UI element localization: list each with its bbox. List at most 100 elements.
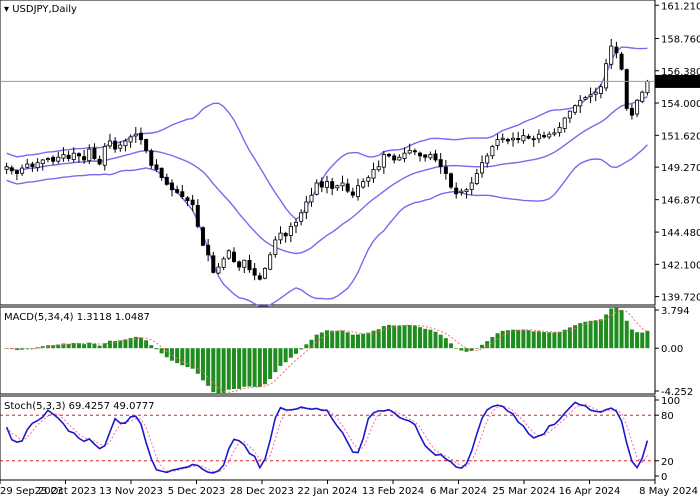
- candle-body: [40, 159, 45, 164]
- candle-body: [9, 167, 14, 172]
- candle-body: [500, 137, 505, 140]
- macd-bar: [490, 336, 495, 349]
- macd-panel-frame: [0, 306, 656, 395]
- macd-bar: [552, 332, 557, 349]
- macd-bar: [330, 330, 335, 349]
- macd-bar: [340, 330, 345, 349]
- macd-bar: [164, 348, 169, 358]
- candle-body: [624, 69, 629, 109]
- macd-panel[interactable]: 3.794 0.00 -4.252 MACD(5,34,4) 1.3118 1.04…: [0, 306, 693, 398]
- macd-bar: [185, 348, 190, 368]
- time-tick-label: 22 Jan 2024: [298, 486, 358, 497]
- price-tick-label: 154.000: [661, 99, 700, 110]
- candle-body: [376, 166, 381, 171]
- macd-bar: [619, 310, 624, 349]
- macd-bar: [138, 337, 143, 349]
- macd-bar: [407, 325, 412, 349]
- time-tick-label: 13 Feb 2024: [362, 486, 424, 497]
- macd-bar: [200, 348, 205, 381]
- candle-body: [397, 156, 402, 161]
- candle-body: [531, 138, 536, 141]
- candle-body: [593, 91, 598, 95]
- macd-bar: [283, 348, 288, 363]
- macd-bar: [449, 343, 454, 349]
- candle-body: [438, 159, 443, 168]
- stoch-tick-label: 0: [661, 472, 667, 483]
- candle-body: [102, 145, 107, 166]
- macd-bar: [206, 348, 211, 386]
- candle-body: [428, 154, 433, 159]
- macd-bar: [381, 326, 386, 349]
- candle-body: [247, 259, 252, 271]
- macd-bar: [82, 344, 87, 349]
- candle-body: [293, 221, 298, 227]
- macd-bar: [402, 325, 407, 349]
- macd-bar: [640, 332, 645, 349]
- macd-bar: [268, 348, 273, 380]
- candle-body: [345, 183, 350, 192]
- candle-body: [262, 267, 267, 279]
- macd-bar: [459, 348, 464, 351]
- candle-body: [324, 181, 329, 188]
- macd-bar: [14, 348, 19, 351]
- candle-body: [340, 182, 345, 187]
- candle-body: [609, 45, 614, 65]
- macd-bar: [226, 348, 231, 390]
- macd-bar: [345, 332, 350, 349]
- macd-bar: [102, 343, 107, 349]
- macd-bar: [505, 330, 510, 349]
- candle-body: [231, 251, 236, 263]
- candle-body: [175, 189, 180, 193]
- macd-bar: [474, 348, 479, 349]
- macd-bar: [397, 325, 402, 349]
- macd-bar: [175, 348, 180, 364]
- candle-body: [480, 162, 485, 174]
- stochastic-panel[interactable]: 100 80 20 0 Stoch(5,3,3) 69.4257 49.0777: [0, 395, 680, 483]
- macd-histogram: [4, 306, 650, 395]
- candle-body: [511, 137, 516, 141]
- candle-body: [299, 212, 304, 222]
- candle-body: [35, 162, 40, 169]
- macd-bar: [392, 325, 397, 349]
- candle-body: [418, 152, 423, 157]
- price-tick-label: 158.760: [661, 34, 700, 45]
- macd-bar: [624, 320, 629, 349]
- price-tick-label: 139.720: [661, 293, 700, 304]
- macd-bar: [629, 329, 634, 349]
- macd-bar: [614, 306, 619, 349]
- macd-bar: [635, 332, 640, 349]
- candle-body: [149, 150, 154, 166]
- candle-body: [278, 232, 283, 241]
- macd-bar: [573, 325, 578, 349]
- candle-body: [195, 205, 200, 227]
- macd-bar: [149, 345, 154, 349]
- price-tick-label: 156.380: [661, 67, 700, 78]
- stoch-k-line: [5, 401, 649, 474]
- price-panel[interactable]: 161.210 158.760 156.380 154.000 151.620 149.2…: [0, 0, 700, 308]
- candle-body: [190, 199, 195, 206]
- candle-body: [505, 138, 510, 142]
- macd-label: MACD(5,34,4) 1.3118 1.0487: [4, 312, 150, 323]
- candle-body: [221, 258, 226, 268]
- macd-bar: [418, 327, 423, 349]
- dropdown-triangle-icon[interactable]: ▾: [4, 4, 12, 15]
- macd-bar: [526, 330, 531, 349]
- candle-body: [536, 133, 541, 140]
- candle-body: [645, 80, 650, 94]
- macd-bar: [609, 308, 614, 349]
- candle-body: [573, 105, 578, 113]
- macd-bar: [361, 333, 366, 349]
- candle-body: [283, 232, 288, 237]
- candle-body: [469, 182, 474, 190]
- candle-body: [423, 154, 428, 158]
- price-tick-label: 146.870: [661, 196, 700, 207]
- candle-body: [604, 63, 609, 89]
- price-tick-label: 151.620: [661, 131, 700, 142]
- candle-body: [30, 163, 35, 168]
- price-tick-label: 161.210: [661, 1, 700, 12]
- candle-body: [583, 97, 588, 100]
- candle-body: [268, 254, 273, 270]
- macd-bar: [180, 348, 185, 366]
- candle-body: [226, 250, 231, 259]
